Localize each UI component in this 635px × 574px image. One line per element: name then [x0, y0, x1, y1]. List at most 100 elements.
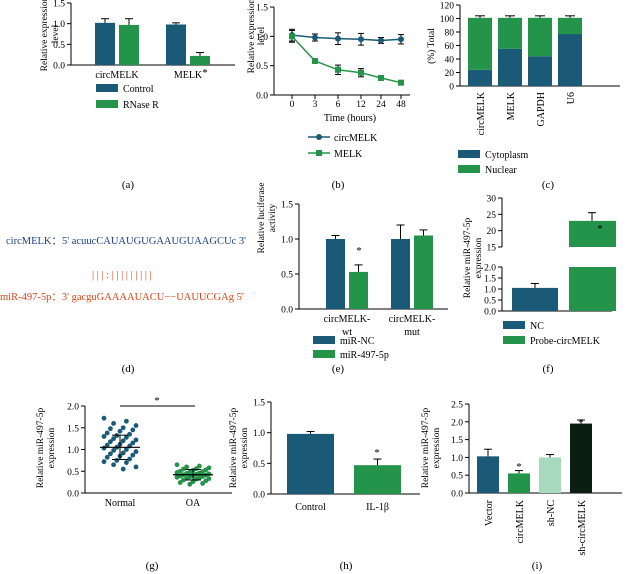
g-point-OA	[187, 481, 193, 487]
a-significance-star: *	[202, 67, 208, 79]
f-nc-legend-label: NC	[530, 321, 544, 332]
g-point-Normal	[114, 457, 120, 463]
c-x-tick-label: circMELK	[476, 91, 487, 135]
b-x-tick-label: 3	[313, 100, 318, 110]
g-point-Normal	[120, 466, 126, 472]
g-x-tick-label: Normal	[105, 498, 136, 509]
e-mir497-legend-swatch	[313, 350, 335, 358]
e-y-tick-label: 1.0	[281, 236, 293, 246]
g-point-Normal	[108, 439, 113, 445]
e-bar-circMELK-wt-miR-497-5p	[349, 271, 368, 309]
g-point-Normal	[130, 427, 136, 433]
f-bar-probe-lower	[569, 267, 616, 311]
g-point-OA	[200, 481, 206, 486]
h-y-label-2: expression	[240, 427, 250, 468]
i-x-tick-label: Vector	[484, 499, 495, 526]
g-point-Normal	[101, 434, 107, 439]
g-point-Normal	[111, 462, 116, 468]
f-y-tick-label: 20	[487, 227, 497, 237]
b-point-circMELK	[312, 34, 318, 41]
c-x-tick-label: GAPDH	[536, 92, 547, 126]
a-y-label-1: Relative expression	[40, 0, 50, 71]
b-x-label: Time (hours)	[324, 113, 376, 124]
c-y-tick-label: 80	[445, 29, 455, 39]
a-y-tick-label: 0.5	[53, 41, 65, 51]
g-point-OA	[174, 470, 180, 475]
c-bar-nuclear-MELK	[498, 17, 522, 49]
g-point-Normal	[124, 434, 129, 440]
f-bar-probe-upper	[569, 220, 616, 247]
e-bar-circMELK-wt-miR-NC	[326, 239, 345, 309]
i-y-tick-label: 0.0	[451, 490, 463, 500]
pairing-line: | | | : | | | | | | | | |	[92, 270, 152, 281]
f-probe-legend-swatch	[503, 336, 525, 344]
f-probe-legend-label: Probe-circMELK	[530, 336, 601, 347]
e-y-label-1: Relative luciferase	[256, 183, 267, 254]
g-point-OA	[190, 479, 196, 485]
b-point-circMELK	[335, 35, 341, 42]
panel-label-a: (a)	[122, 179, 135, 191]
b-point-MELK	[378, 74, 384, 81]
a-y-tick-label: 0.0	[53, 62, 65, 72]
panel-label-h: (h)	[340, 560, 353, 572]
g-point-OA	[203, 478, 209, 484]
i-bar-Vector	[477, 456, 499, 493]
a-rnase-legend-label: RNase R	[123, 100, 159, 111]
c-nuclear-legend-label: Nuclear	[485, 165, 517, 176]
b-legend-marker-melk	[316, 150, 322, 156]
f-y-tick-label: 1.5	[484, 275, 496, 285]
g-y-tick-label: 1.0	[67, 446, 79, 456]
c-bar-nuclear-circMELK	[468, 17, 492, 70]
panel-label-d: (d)	[122, 363, 135, 375]
g-point-Normal	[117, 428, 123, 434]
h-y-tick-label: 1.5	[253, 399, 265, 409]
h-bar-IL-1β	[354, 465, 401, 494]
g-point-Normal	[133, 464, 139, 470]
c-bar-cytoplasm-circMELK	[468, 69, 492, 86]
g-point-Normal	[111, 447, 116, 453]
e-y-tick-label: 0.0	[281, 306, 293, 316]
e-y-tick-label: 1.5	[281, 201, 293, 211]
g-point-Normal	[120, 450, 126, 456]
a-x-tick-label: MELK	[174, 70, 203, 81]
c-bar-nuclear-U6	[558, 17, 582, 35]
f-nc-legend-swatch	[503, 321, 525, 329]
a-y-tick-label: 1.0	[53, 20, 65, 30]
g-point-OA	[174, 462, 180, 468]
g-point-Normal	[111, 436, 116, 442]
i-bar-sh-NC	[539, 457, 561, 493]
g-significance-star: *	[154, 395, 160, 407]
g-point-Normal	[101, 459, 107, 465]
a-bar-circMELK-RNase R	[119, 24, 139, 65]
e-x-tick-label: circMELK-	[324, 314, 371, 325]
g-y-tick-label: 1.5	[67, 424, 79, 434]
panel-label-i: (i)	[532, 560, 543, 572]
g-point-Normal	[108, 426, 113, 432]
a-bar-MELK-RNase R	[190, 55, 210, 65]
panel-d-sequence: circMELK：5' acuucCAUAUGUGAAUGUAAGCUc 3' …	[0, 236, 246, 303]
g-x-tick-label: OA	[186, 498, 201, 509]
a-y-label-2: level	[51, 24, 61, 43]
g-point-Normal	[120, 425, 126, 431]
c-nuclear-legend-swatch	[458, 165, 480, 173]
b-x-tick-label: 12	[356, 100, 366, 110]
i-y-tick-label: 1.5	[451, 436, 463, 446]
b-y-label-1: Relative expression	[247, 0, 257, 73]
g-point-Normal	[104, 442, 110, 448]
b-legend-marker-circmelk	[316, 134, 322, 140]
b-x-tick-label: 6	[336, 100, 341, 110]
i-y-tick-label: 2.0	[451, 418, 463, 428]
f-significance-star: *	[597, 223, 603, 235]
panel-label-c: (c)	[542, 179, 555, 191]
c-y-tick-label: 60	[445, 42, 455, 52]
c-bar-cytoplasm-U6	[558, 34, 582, 86]
i-x-tick-label: sh-NC	[546, 500, 557, 526]
c-y-label: (%) Total	[426, 28, 437, 64]
g-point-Normal	[101, 445, 107, 451]
c-bar-nuclear-GAPDH	[528, 17, 552, 57]
e-mirnc-legend-swatch	[313, 336, 335, 344]
c-y-tick-label: 40	[445, 56, 455, 66]
b-x-tick-label: 48	[396, 100, 406, 110]
b-point-circMELK	[358, 36, 364, 43]
e-significance-star: *	[356, 245, 362, 257]
